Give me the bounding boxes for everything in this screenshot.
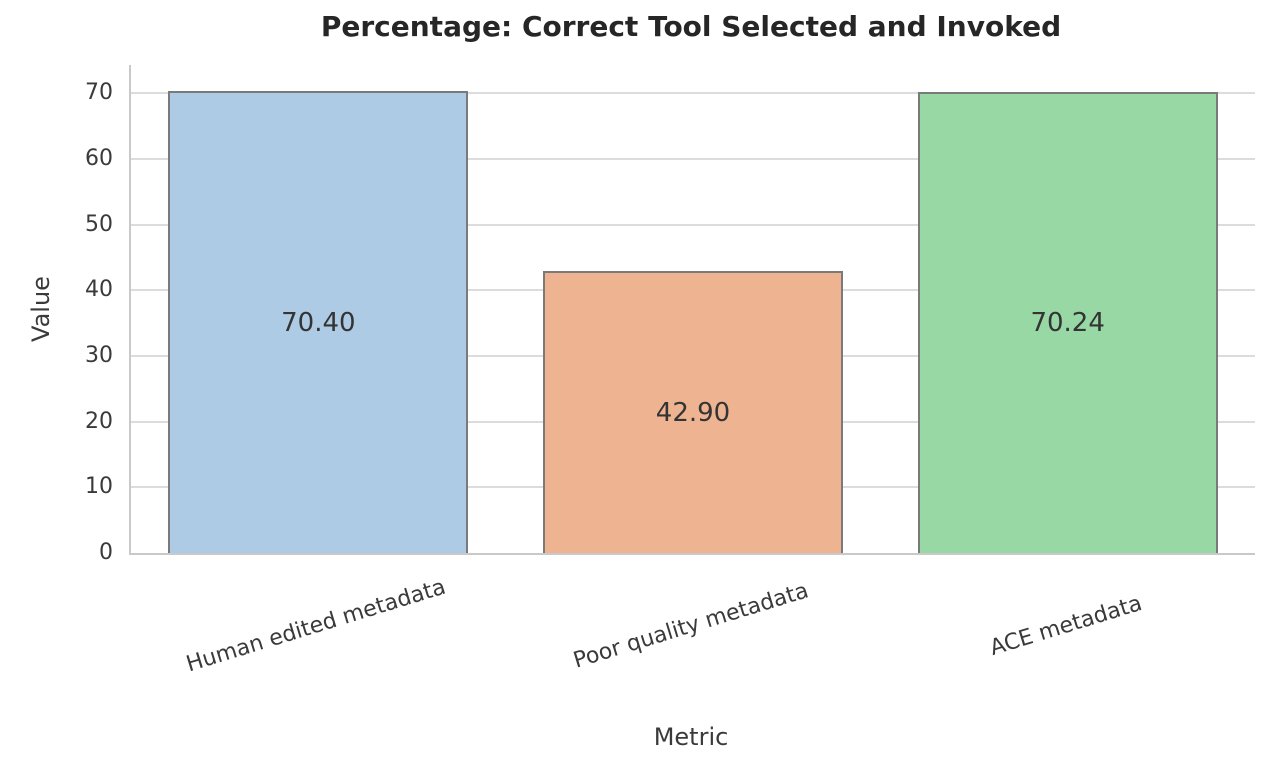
- gridline: [131, 157, 1255, 160]
- bar-value-label: 70.24: [1030, 308, 1105, 339]
- bar-3: 70.24: [917, 91, 1218, 553]
- bar-2: 42.90: [543, 271, 843, 553]
- y-tick-label: 20: [85, 408, 113, 434]
- gridline: [131, 92, 1255, 95]
- x-tick-label: Poor quality metadata: [570, 578, 812, 674]
- y-tick-label: 60: [85, 145, 113, 171]
- y-tick-label: 70: [85, 80, 113, 106]
- x-axis-label: Metric: [653, 723, 729, 751]
- bar-1: 70.40: [168, 90, 469, 553]
- y-tick-label: 30: [85, 342, 113, 368]
- x-tick-label: ACE metadata: [986, 591, 1145, 661]
- x-tick-label: Human edited metadata: [183, 574, 449, 678]
- y-tick-label: 10: [85, 474, 113, 500]
- gridline: [131, 223, 1255, 226]
- y-tick-label: 0: [99, 540, 113, 565]
- y-tick-label: 50: [85, 211, 113, 237]
- bar-value-label: 42.90: [655, 398, 731, 429]
- plot-area: 70.40 42.90 70.24: [129, 65, 1255, 555]
- chart-title: Percentage: Correct Tool Selected and In…: [320, 10, 1062, 43]
- y-tick-label: 40: [85, 277, 113, 303]
- bar-value-label: 70.40: [281, 307, 356, 338]
